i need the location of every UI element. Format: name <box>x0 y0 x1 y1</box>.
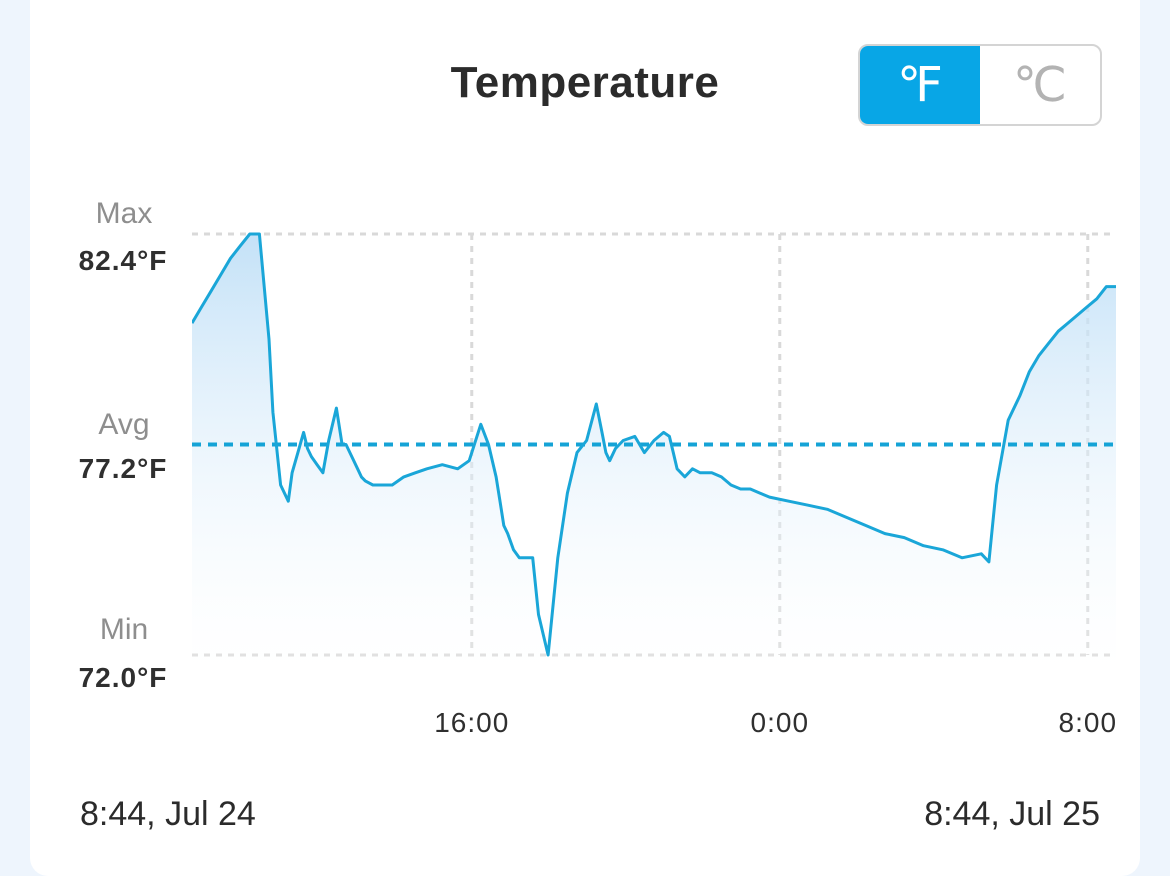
chart-title: Temperature <box>450 58 720 107</box>
min-label: Min <box>99 613 149 646</box>
max-label: Max <box>95 197 153 230</box>
x-axis-ticks: 16:00 0:00 8:00 <box>434 707 1118 738</box>
max-value: 82.4°F <box>78 245 168 276</box>
avg-value: 77.2°F <box>78 453 168 484</box>
unit-toggle[interactable]: ℉ ℃ <box>858 44 1102 126</box>
celsius-button[interactable]: ℃ <box>1013 59 1067 112</box>
x-tick-label: 16:00 <box>434 707 509 738</box>
temperature-area <box>192 234 1116 670</box>
fahrenheit-button[interactable]: ℉ <box>860 46 980 124</box>
x-tick-label: 8:00 <box>1059 707 1118 738</box>
x-tick-label: 0:00 <box>751 707 810 738</box>
range-start: 8:44, Jul 24 <box>80 795 256 833</box>
avg-label: Avg <box>98 408 150 441</box>
min-value: 72.0°F <box>78 662 168 693</box>
range-end: 8:44, Jul 25 <box>924 795 1100 833</box>
temperature-line <box>192 232 1116 657</box>
